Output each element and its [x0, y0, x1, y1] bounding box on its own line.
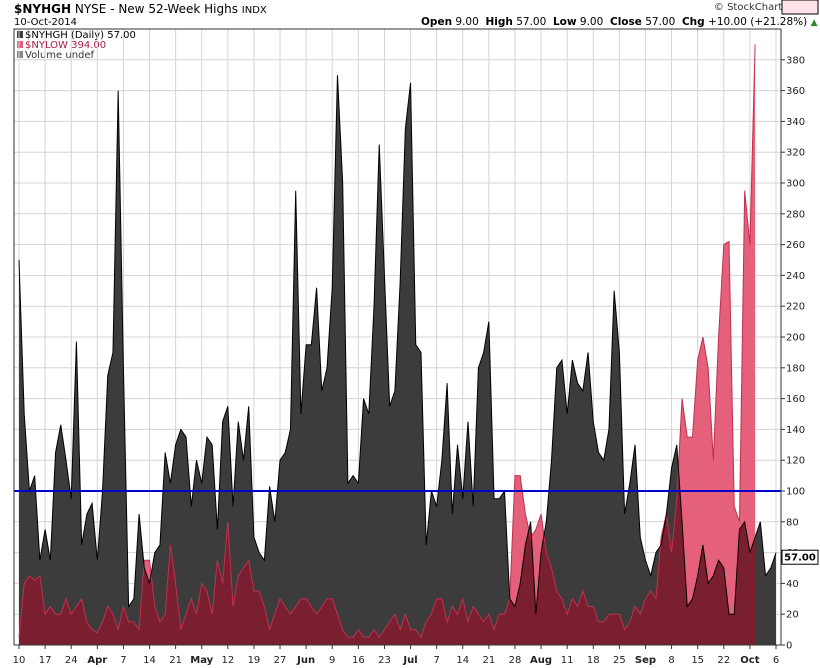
- symbol: $NYHGH: [14, 2, 72, 16]
- chart-legend: $NYHGH (Daily) 57.00 $NYLOW 394.00 Volum…: [17, 31, 136, 61]
- legend-item-volume: Volume undef: [17, 51, 136, 61]
- y-tick-label: 220: [786, 302, 805, 313]
- y-tick-label: 380: [786, 55, 805, 66]
- x-tick-label: Jun: [296, 655, 315, 666]
- nyhgh-line: [18, 75, 777, 615]
- chart-date: 10-Oct-2014: [14, 17, 77, 28]
- x-tick-label: 19: [248, 655, 261, 666]
- x-tick-label: 11: [561, 655, 574, 666]
- x-tick-label: Apr: [87, 655, 107, 666]
- low-label: Low: [552, 16, 577, 28]
- nyhgh-last-label-box: [781, 549, 819, 565]
- legend-label-nylow: $NYLOW 394.00: [25, 40, 107, 51]
- x-tick-label: 23: [378, 655, 391, 666]
- chart-header: $NYHGH NYSE - New 52-Week Highs INDX 10-…: [0, 0, 820, 30]
- x-tick-label: 24: [65, 655, 78, 666]
- y-tick-label: 140: [786, 425, 805, 436]
- chg-label: Chg: [681, 16, 705, 28]
- y-tick-label: 0: [786, 641, 792, 652]
- x-tick-label: 9: [329, 655, 335, 666]
- chart-title: $NYHGH NYSE - New 52-Week Highs INDX: [14, 2, 267, 16]
- x-tick-label: 16: [352, 655, 365, 666]
- y-tick-label: 300: [786, 179, 805, 190]
- x-tick-label: Jul: [402, 655, 417, 666]
- legend-label-volume: Volume undef: [25, 50, 95, 61]
- legend-item-nyhgh: $NYHGH (Daily) 57.00: [17, 31, 136, 41]
- legend-label-nyhgh: $NYHGH (Daily) 57.00: [25, 30, 136, 41]
- x-tick-label: Sep: [635, 655, 656, 666]
- x-tick-label: 14: [456, 655, 469, 666]
- x-tick-label: 21: [482, 655, 495, 666]
- y-tick-label: 360: [786, 86, 805, 97]
- x-tick-label: 10: [13, 655, 26, 666]
- nylow-last-label-text: 394.00: [781, 0, 820, 3]
- y-tick-label: 280: [786, 209, 805, 220]
- close-label: Close: [609, 16, 642, 28]
- last-value-labels: 394.00 57.00: [781, 0, 820, 565]
- x-tick-label: 27: [274, 655, 287, 666]
- chg-value: +10.00 (+21.28%): [708, 16, 808, 28]
- y-tick-label: 20: [786, 610, 799, 621]
- x-tick-label: Oct: [740, 655, 759, 666]
- ohlc-summary: Open 9.00 High 57.00 Low 9.00 Close 57.0…: [421, 16, 818, 28]
- x-tick-label: 22: [717, 655, 730, 666]
- y-tick-label: 260: [786, 240, 805, 251]
- y-tick-label: 40: [786, 579, 799, 590]
- x-tick-label: 8: [668, 655, 674, 666]
- y-tick-label: 320: [786, 148, 805, 159]
- low-value: 9.00: [579, 16, 604, 28]
- exchange: INDX: [241, 5, 267, 16]
- y-axis: 0204060801001201401601802002202402602803…: [781, 55, 805, 652]
- x-axis: 10 17 24 Apr 7 14 21 May 12 19 27 Jun 9 16 23 Jul 7 14 21 2…: [13, 645, 779, 666]
- x-tick-label: Aug: [530, 655, 552, 666]
- y-tick-label: 200: [786, 333, 805, 344]
- x-tick-label: 6: [773, 655, 779, 666]
- nyhgh-last-label: 57.00: [781, 549, 819, 565]
- x-tick-label: 14: [143, 655, 156, 666]
- x-tick-label: 7: [120, 655, 126, 666]
- y-tick-label: 80: [786, 517, 799, 528]
- nylow-line: [18, 44, 756, 639]
- y-tick-label: 100: [786, 487, 805, 498]
- legend-item-nylow: $NYLOW 394.00: [17, 41, 136, 51]
- high-value: 57.00: [516, 16, 547, 28]
- series-areas: [18, 44, 777, 645]
- nylow-last-label: 394.00: [781, 0, 820, 15]
- nyhgh-area: [19, 75, 776, 645]
- open-value: 9.00: [455, 16, 479, 28]
- brand-label: © StockCharts.com: [713, 2, 812, 13]
- x-tick-label: May: [190, 655, 213, 666]
- x-tick-label: 15: [691, 655, 704, 666]
- x-tick-label: 25: [613, 655, 626, 666]
- x-tick-label: 18: [587, 655, 600, 666]
- open-label: Open: [421, 16, 453, 28]
- y-tick-label: 340: [786, 117, 805, 128]
- symbol-description: NYSE - New 52-Week Highs: [74, 2, 238, 16]
- y-tick-label: 120: [786, 456, 805, 467]
- x-tick-label: 28: [509, 655, 522, 666]
- up-arrow-icon: ▲: [810, 18, 818, 28]
- x-tick-label: 7: [433, 655, 439, 666]
- y-tick-label: 240: [786, 271, 805, 282]
- x-tick-label: 17: [39, 655, 52, 666]
- x-tick-label: 12: [221, 655, 234, 666]
- y-tick-label: 160: [786, 394, 805, 405]
- high-label: High: [485, 16, 513, 28]
- x-tick-label: 21: [169, 655, 182, 666]
- nyhgh-last-label-text: 57.00: [784, 553, 816, 564]
- y-tick-label: 180: [786, 363, 805, 374]
- close-value: 57.00: [645, 16, 676, 28]
- nylow-last-label-box: [781, 0, 819, 15]
